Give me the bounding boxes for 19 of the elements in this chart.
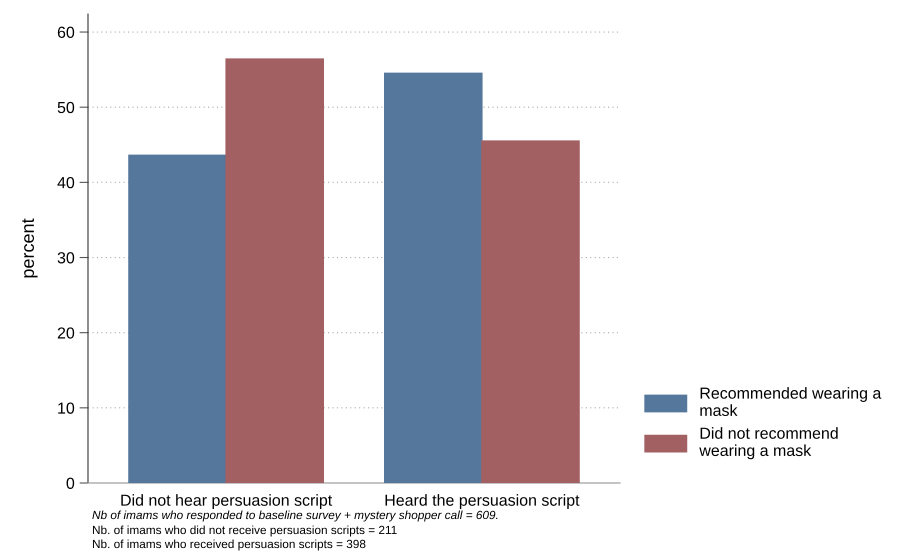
y-tick-label: 0: [66, 478, 74, 489]
x-tick-label: Heard the persuasion script: [386, 494, 580, 509]
y-tick-label: 50: [58, 102, 74, 114]
y-tick-label: 20: [58, 327, 74, 339]
bar: [128, 154, 227, 483]
legend-label: Did not recommend wearing a mask: [699, 427, 838, 460]
text: Nb of imams who responded to baseline survey + mystery shopper call = 609.: [92, 510, 498, 522]
bar: [225, 58, 324, 483]
bar: [384, 72, 483, 483]
y-tick-label: 10: [58, 402, 74, 414]
y-tick-label: 30: [58, 252, 74, 264]
y-tick-label: 60: [58, 26, 74, 38]
legend-label: Recommended wearing a mask: [700, 387, 882, 416]
x-tick-label: Did not hear persuasion script: [121, 494, 332, 509]
y-tick-label: 40: [57, 176, 74, 188]
text: Nb. of imams who did not receive persuasion scripts = 211: [92, 525, 397, 537]
y-axis-title: percent: [22, 218, 38, 278]
bar: [481, 140, 580, 483]
text: Nb. of imams who received persuasion scripts = 398: [92, 539, 366, 551]
